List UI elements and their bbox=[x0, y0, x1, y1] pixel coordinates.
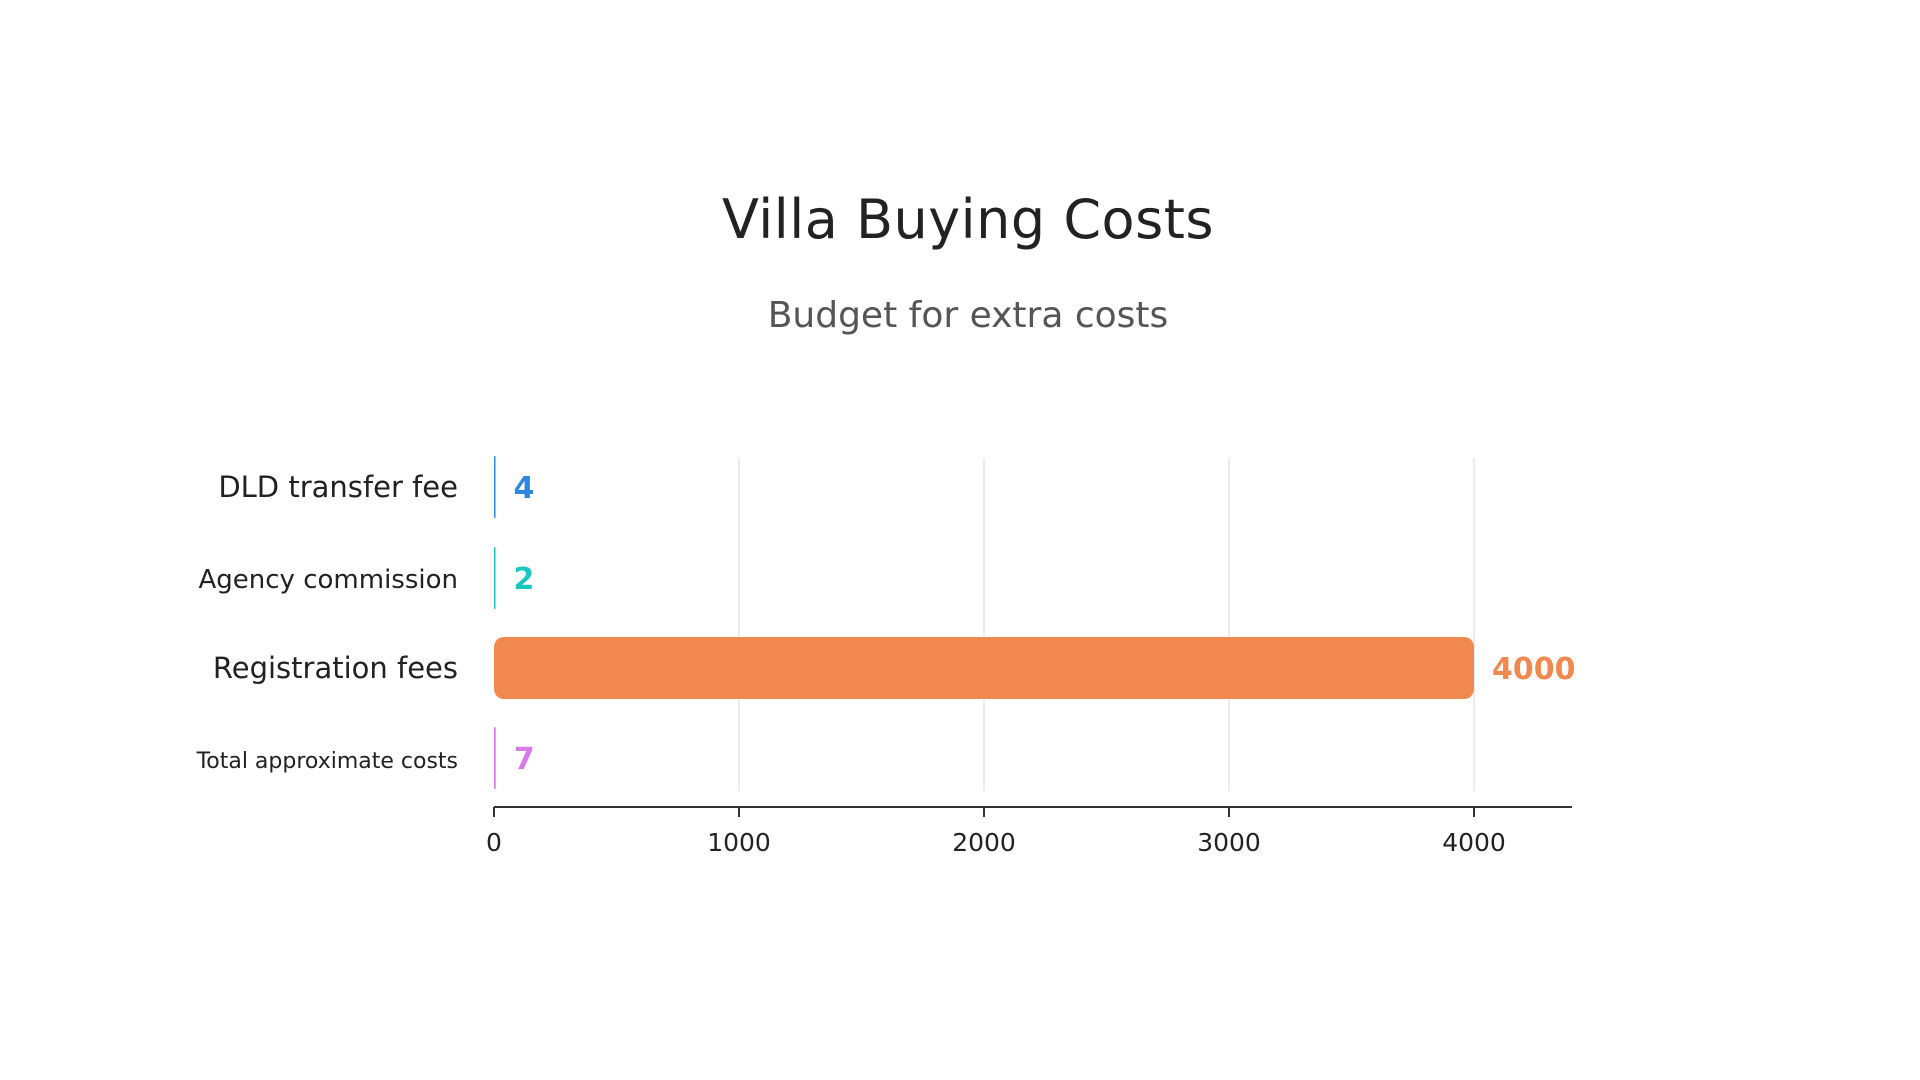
category-label: Agency commission bbox=[199, 565, 459, 595]
grid-lines bbox=[738, 458, 1475, 791]
x-axis: 0 1000 2000 3000 4000 bbox=[486, 806, 1572, 857]
data-label: 7 bbox=[514, 742, 535, 777]
category-labels: DLD transfer fee Agency commission Registr… bbox=[196, 470, 458, 774]
category-label: Registration fees bbox=[213, 651, 458, 685]
chart-title: Villa Buying Costs bbox=[721, 188, 1215, 251]
x-tick-label: 3000 bbox=[1197, 828, 1261, 857]
x-tick-label: 0 bbox=[486, 828, 502, 857]
bars: 4 2 4000 7 bbox=[494, 456, 1576, 789]
bar-3 bbox=[494, 727, 496, 789]
x-tick-label: 1000 bbox=[707, 828, 771, 857]
data-label: 2 bbox=[514, 562, 535, 597]
category-label: Total approximate costs bbox=[196, 749, 458, 774]
x-tick-label: 4000 bbox=[1442, 828, 1506, 857]
data-label: 4000 bbox=[1492, 652, 1576, 687]
data-label: 4 bbox=[514, 471, 535, 506]
category-label: DLD transfer fee bbox=[218, 470, 458, 504]
bar-2 bbox=[494, 637, 1474, 699]
chart-subtitle: Budget for extra costs bbox=[767, 295, 1169, 336]
bar-1 bbox=[494, 547, 496, 609]
x-tick-label: 2000 bbox=[952, 828, 1016, 857]
bar-0 bbox=[494, 456, 496, 518]
